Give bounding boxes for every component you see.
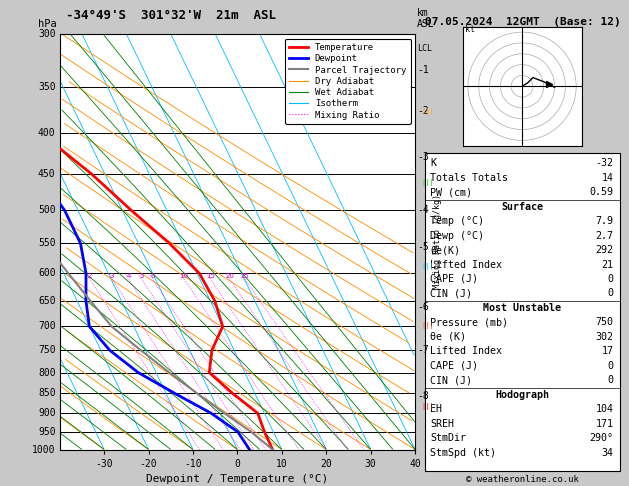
Text: EH: EH <box>430 404 442 414</box>
Text: 700: 700 <box>38 321 55 331</box>
Text: 400: 400 <box>38 128 55 139</box>
Text: 750: 750 <box>596 317 614 328</box>
Text: 17: 17 <box>602 347 614 356</box>
Text: 500: 500 <box>38 205 55 215</box>
Text: Lifted Index: Lifted Index <box>430 347 503 356</box>
Text: CAPE (J): CAPE (J) <box>430 361 479 371</box>
Text: K: K <box>430 158 437 168</box>
Text: PW (cm): PW (cm) <box>430 187 472 197</box>
Text: 3: 3 <box>110 273 114 279</box>
Text: 14: 14 <box>602 173 614 183</box>
Text: CAPE (J): CAPE (J) <box>430 274 479 284</box>
Text: Lifted Index: Lifted Index <box>430 260 503 270</box>
Text: 2: 2 <box>87 273 92 279</box>
Text: Totals Totals: Totals Totals <box>430 173 508 183</box>
Text: -34°49'S  301°32'W  21m  ASL: -34°49'S 301°32'W 21m ASL <box>66 9 276 22</box>
Text: -3: -3 <box>417 152 429 162</box>
Text: 7.9: 7.9 <box>596 216 614 226</box>
Text: 550: 550 <box>38 238 55 248</box>
Text: 0.59: 0.59 <box>590 187 614 197</box>
Text: CIN (J): CIN (J) <box>430 375 472 385</box>
Text: 302: 302 <box>596 332 614 342</box>
Text: 350: 350 <box>38 82 55 92</box>
Text: 450: 450 <box>38 169 55 179</box>
Text: |||: ||| <box>421 322 434 329</box>
Text: 290°: 290° <box>590 433 614 443</box>
Text: 21: 21 <box>602 260 614 270</box>
Text: θe(K): θe(K) <box>430 245 460 255</box>
Text: -7: -7 <box>417 345 429 355</box>
Text: 600: 600 <box>38 268 55 278</box>
Text: 0: 0 <box>608 274 614 284</box>
Text: -4: -4 <box>417 205 429 215</box>
Text: km
ASL: km ASL <box>417 8 435 29</box>
Text: StmSpd (kt): StmSpd (kt) <box>430 448 496 458</box>
Text: 25: 25 <box>240 273 249 279</box>
Text: -32: -32 <box>596 158 614 168</box>
Text: StmDir: StmDir <box>430 433 467 443</box>
Text: 850: 850 <box>38 388 55 399</box>
Text: -8: -8 <box>417 391 429 401</box>
FancyBboxPatch shape <box>425 153 620 471</box>
Text: Surface: Surface <box>501 202 543 211</box>
Text: |||: ||| <box>421 263 434 270</box>
Text: 300: 300 <box>38 29 55 39</box>
Text: |||: ||| <box>421 403 434 410</box>
Text: 2.7: 2.7 <box>596 230 614 241</box>
Text: LCL: LCL <box>417 44 432 52</box>
Text: -5: -5 <box>417 242 429 252</box>
Text: 750: 750 <box>38 345 55 355</box>
Text: 900: 900 <box>38 408 55 418</box>
Text: -6: -6 <box>417 302 429 312</box>
Text: 10: 10 <box>180 273 189 279</box>
Text: |||: ||| <box>421 179 434 186</box>
Text: -2: -2 <box>417 106 429 116</box>
X-axis label: Dewpoint / Temperature (°C): Dewpoint / Temperature (°C) <box>147 474 328 484</box>
Text: 4: 4 <box>126 273 131 279</box>
Text: Pressure (mb): Pressure (mb) <box>430 317 508 328</box>
Text: kt: kt <box>465 25 475 34</box>
Text: 15: 15 <box>206 273 214 279</box>
Text: 1000: 1000 <box>32 445 55 454</box>
Text: θe (K): θe (K) <box>430 332 467 342</box>
Text: Hodograph: Hodograph <box>495 390 549 399</box>
Text: 20: 20 <box>225 273 234 279</box>
Text: |||: ||| <box>421 107 434 115</box>
Legend: Temperature, Dewpoint, Parcel Trajectory, Dry Adiabat, Wet Adiabat, Isotherm, Mi: Temperature, Dewpoint, Parcel Trajectory… <box>285 38 411 124</box>
Text: 104: 104 <box>596 404 614 414</box>
Text: 800: 800 <box>38 367 55 378</box>
Text: 0: 0 <box>608 375 614 385</box>
Text: Mixing Ratio (g/kg): Mixing Ratio (g/kg) <box>433 194 442 289</box>
Text: SREH: SREH <box>430 418 454 429</box>
Text: 950: 950 <box>38 427 55 437</box>
Text: © weatheronline.co.uk: © weatheronline.co.uk <box>465 474 579 484</box>
Text: Most Unstable: Most Unstable <box>483 303 561 313</box>
Text: 07.05.2024  12GMT  (Base: 12): 07.05.2024 12GMT (Base: 12) <box>425 17 620 27</box>
Text: 292: 292 <box>596 245 614 255</box>
Text: Dewp (°C): Dewp (°C) <box>430 230 484 241</box>
Text: CIN (J): CIN (J) <box>430 289 472 298</box>
Text: 0: 0 <box>608 289 614 298</box>
Text: -1: -1 <box>417 66 429 75</box>
Text: 171: 171 <box>596 418 614 429</box>
Text: 6: 6 <box>150 273 155 279</box>
Text: hPa: hPa <box>38 19 57 29</box>
Text: 650: 650 <box>38 296 55 306</box>
Text: Temp (°C): Temp (°C) <box>430 216 484 226</box>
Text: 34: 34 <box>602 448 614 458</box>
Text: 0: 0 <box>608 361 614 371</box>
Text: 5: 5 <box>140 273 144 279</box>
